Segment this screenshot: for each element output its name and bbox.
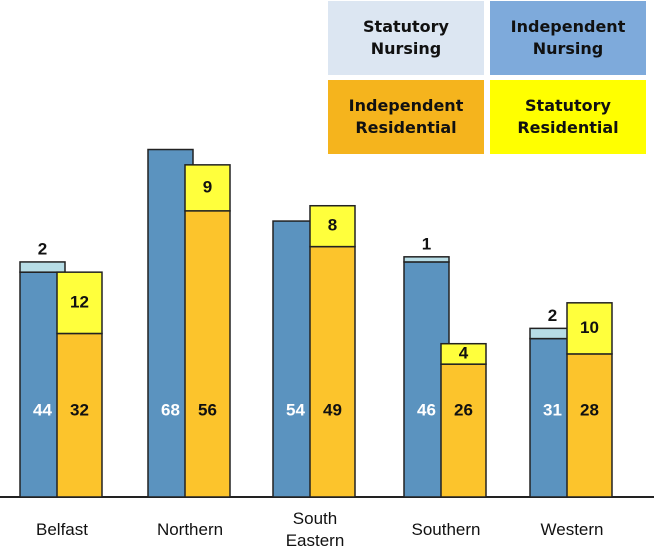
legend-entry: Statutory Nursing	[328, 1, 484, 75]
bar-segment	[184, 164, 231, 212]
bar-segment	[440, 342, 487, 365]
bar-segment	[566, 302, 613, 355]
value-label: 68	[161, 400, 180, 419]
value-label: 46	[417, 400, 436, 419]
bar-segment	[309, 204, 356, 248]
value-label: 54	[286, 400, 305, 419]
x-tick-label: South Eastern	[285, 509, 345, 550]
value-label: 8	[328, 216, 337, 235]
value-label: 10	[580, 318, 599, 337]
value-label: 31	[543, 400, 562, 419]
legend-entry: Independent Nursing	[490, 1, 646, 75]
value-label: 56	[198, 400, 217, 419]
bar-segment	[309, 245, 356, 498]
value-label: 2	[38, 239, 47, 258]
bar-segment	[19, 261, 66, 273]
x-tick-label: Belfast	[36, 520, 88, 539]
value-label: 9	[203, 177, 212, 196]
legend-entry: Statutory Residential	[490, 80, 646, 154]
bar-segment	[56, 332, 103, 498]
value-label: 2	[548, 306, 557, 325]
bar-segment	[403, 256, 450, 263]
value-label: 12	[70, 292, 89, 311]
value-label: 44	[33, 400, 52, 419]
x-tick-label: Southern	[411, 520, 481, 539]
legend-entry: Independent Residential	[328, 80, 484, 154]
bar-segment	[56, 271, 103, 335]
bar-segment	[184, 210, 231, 498]
x-tick-label: Northern	[156, 520, 224, 539]
bar-segment	[440, 363, 487, 498]
value-label: 26	[454, 400, 473, 419]
value-label: 4	[459, 343, 469, 362]
value-label: 49	[323, 400, 342, 419]
value-label: 1	[422, 234, 431, 253]
value-label: 32	[70, 400, 89, 419]
bar-segment	[566, 353, 613, 498]
value-label: 28	[580, 400, 599, 419]
x-tick-label: Western	[540, 520, 604, 539]
